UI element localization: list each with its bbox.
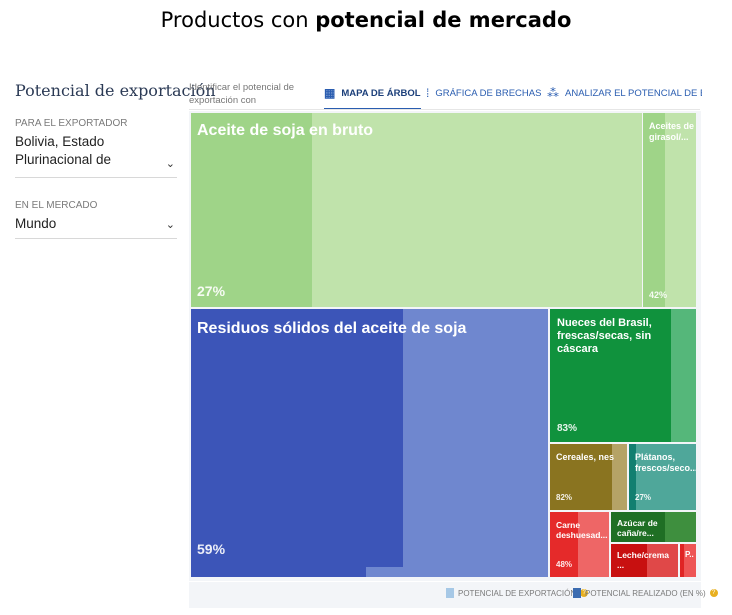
chevron-down-icon: ⌄	[165, 158, 175, 170]
treemap-tile-label: Plátanos, frescos/seco...	[635, 452, 696, 473]
market-select[interactable]: Mundo ⌄	[15, 215, 177, 239]
legend-realized-swatch	[573, 588, 581, 598]
treemap-tile[interactable]: Plátanos, frescos/seco... 27%	[629, 444, 696, 510]
treemap-tile[interactable]: P..	[680, 544, 696, 577]
tab-gap-chart-label: GRÁFICA DE BRECHAS	[435, 88, 542, 99]
treemap-tile-percent: 82%	[556, 493, 573, 502]
page-title-prefix: Productos con	[160, 8, 316, 32]
tab-treemap[interactable]: ▦ MAPA DE ÁRBOL	[324, 86, 421, 110]
treemap-tile-percent: 59%	[197, 541, 226, 557]
treemap-tile[interactable]: Aceites de girasol/... 42%	[643, 113, 696, 307]
realized-potential-fill	[643, 113, 665, 307]
treemap-tile-label: Aceite de soja en bruto	[197, 122, 374, 139]
realized-potential-fill	[680, 544, 684, 577]
treemap-tile-percent: 27%	[635, 493, 652, 502]
analyze-icon: ⁂	[547, 86, 559, 100]
treemap-tile-label: Residuos sólidos del aceite de soja	[197, 320, 467, 337]
exporter-label: PARA EL EXPORTADOR	[15, 118, 128, 129]
legend-bar	[189, 582, 701, 608]
treemap-tile[interactable]: Leche/crema ...	[611, 544, 678, 577]
tab-analyze-label: ANALIZAR EL POTENCIAL DE EXPOR	[565, 88, 702, 99]
realized-potential-fill	[191, 113, 312, 307]
treemap-tile-percent: 42%	[649, 290, 668, 300]
treemap-tile-label: Carne deshuesad...	[556, 520, 608, 541]
realized-potential-fill	[191, 309, 403, 577]
treemap-tile[interactable]: Aceite de soja en bruto 27%	[191, 113, 642, 307]
info-icon[interactable]: ?	[709, 589, 718, 597]
gap-chart-icon: ⁞	[426, 86, 430, 100]
view-tabs: ▦ MAPA DE ÁRBOL ⁞ GRÁFICA DE BRECHAS ⁂ A…	[318, 85, 702, 111]
treemap-tile-label: Azúcar de caña/re...	[617, 518, 658, 539]
exporter-select[interactable]: Bolivia, Estado Plurinacional de ⌄	[15, 133, 177, 178]
realized-potential-fill	[611, 544, 647, 577]
treemap-tile-label: Cereales, nes	[556, 452, 615, 462]
realized-potential-fill	[550, 512, 578, 577]
treemap-tile-label: Nueces del Brasil, frescas/secas, sin cá…	[557, 317, 652, 356]
tab-analyze[interactable]: ⁂ ANALIZAR EL POTENCIAL DE EXPOR	[547, 86, 702, 110]
chevron-down-icon: ⌄	[165, 219, 175, 231]
toolbar-divider	[189, 109, 700, 110]
info-icon[interactable]: ?	[580, 589, 589, 597]
realized-potential-fill	[550, 444, 612, 510]
treemap-tile-percent: 27%	[197, 283, 226, 299]
legend-realized-potential: POTENCIAL REALIZADO (EN %) ?	[573, 588, 718, 598]
realized-potential-fill	[550, 309, 671, 442]
sidebar-title: Potencial de exportación	[15, 81, 216, 100]
realized-potential-fill	[366, 567, 403, 577]
tab-gap-chart[interactable]: ⁞ GRÁFICA DE BRECHAS	[426, 86, 542, 110]
legend-export-swatch	[446, 588, 454, 598]
page-title-bold: potencial de mercado	[315, 8, 572, 32]
treemap-tile-label: Aceites de girasol/...	[649, 121, 695, 142]
realized-potential-fill	[611, 512, 665, 542]
treemap-tile-percent: 83%	[557, 423, 578, 434]
legend-export-label: POTENCIAL DE EXPORTACIÓN	[458, 588, 577, 598]
legend-realized-label: POTENCIAL REALIZADO (EN %)	[585, 588, 706, 598]
market-label: EN EL MERCADO	[15, 200, 98, 211]
treemap-tile-label: Leche/crema ...	[617, 550, 669, 571]
treemap-tile[interactable]: Cereales, nes 82%	[550, 444, 627, 510]
treemap-tile[interactable]: Carne deshuesad... 48%	[550, 512, 609, 577]
legend-export-potential: POTENCIAL DE EXPORTACIÓN ?	[446, 588, 589, 598]
treemap-tile-label: P..	[685, 550, 694, 559]
treemap-tile[interactable]: Azúcar de caña/re...	[611, 512, 696, 542]
treemap-icon: ▦	[324, 86, 336, 100]
tab-treemap-label: MAPA DE ÁRBOL	[341, 88, 421, 99]
realized-potential-fill	[629, 444, 636, 510]
exporter-value: Bolivia, Estado Plurinacional de	[15, 134, 112, 167]
market-value: Mundo	[15, 216, 57, 231]
toolbar-intro: Identificar el potencial de exportación …	[189, 82, 295, 106]
treemap-tile-percent: 48%	[556, 560, 573, 569]
treemap-tile[interactable]: Residuos sólidos del aceite de soja 59%	[191, 309, 548, 577]
treemap-tile[interactable]: Nueces del Brasil, frescas/secas, sin cá…	[550, 309, 696, 442]
page-title: Productos con potencial de mercado	[0, 8, 732, 32]
